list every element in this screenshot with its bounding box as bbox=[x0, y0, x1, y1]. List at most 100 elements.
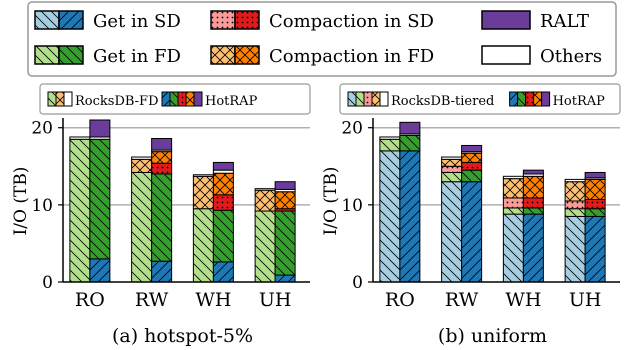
bar-segment-rocksdb-tiered-uh-comp-sd bbox=[564, 200, 586, 210]
bar-segment-rocksdb-tiered-uh-others bbox=[564, 178, 586, 183]
bar-segment-hotrap-uh-ralt bbox=[274, 181, 296, 190]
bar-segment-rocksdb-tiered-rw-get-sd bbox=[441, 181, 463, 283]
legend-swatch-light bbox=[34, 10, 60, 30]
mini-legend: RocksDB-FD HotRAP bbox=[39, 83, 311, 115]
mini-legend-swatch-ralt bbox=[193, 91, 203, 107]
bar-segment-hotrap-wh-get-fd bbox=[522, 207, 544, 215]
x-tick-label: UH bbox=[259, 289, 292, 311]
mini-legend-swatch-get_fd bbox=[169, 91, 179, 107]
bar-segment-hotrap-wh-comp-sd bbox=[522, 197, 544, 209]
mini-legend-swatch-others bbox=[379, 91, 389, 107]
y-axis-label: I/O (TB) bbox=[11, 167, 31, 236]
mini-legend-swatch-ralt bbox=[541, 91, 551, 107]
legend-swatch-dark bbox=[234, 10, 260, 30]
x-tick-label: RO bbox=[75, 289, 105, 311]
bar-segment-rocksdb-tiered-wh-get-fd bbox=[502, 207, 524, 215]
bar-segment-hotrap-rw-ralt bbox=[151, 138, 173, 151]
y-tick-label: 10 bbox=[341, 196, 363, 216]
bar-segment-rocksdb-tiered-uh-get-fd bbox=[564, 208, 586, 217]
mini-legend-swatch-get_fd bbox=[47, 91, 57, 107]
legend-swatch-dark bbox=[58, 10, 84, 30]
mini-legend-swatch-get_fd bbox=[355, 91, 365, 107]
mini-legend-swatch-comp_fd bbox=[371, 91, 381, 107]
x-tick-label: UH bbox=[569, 289, 602, 311]
legend-label: Compaction in SD bbox=[269, 11, 434, 32]
bar-segment-rocksdb-tiered-wh-comp-fd bbox=[502, 178, 524, 199]
bar-segment-hotrap-uh-get-sd bbox=[274, 274, 296, 283]
legend-swatch-dark bbox=[58, 45, 84, 65]
x-tick-label: RW bbox=[445, 289, 479, 311]
bar-segment-rocksdb-fd-rw-comp-fd bbox=[131, 158, 153, 173]
panel-hotspot: RocksDB-FD HotRAP RO RW WH UH 0 10 20 I/O (TB) (a)… bbox=[11, 83, 311, 347]
bar-segment-rocksdb-fd-wh-comp-fd bbox=[192, 175, 214, 210]
bar-segment-rocksdb-fd-wh-others bbox=[192, 174, 214, 177]
mini-legend-swatch-get_sd bbox=[509, 91, 519, 107]
y-axis-label: I/O (TB) bbox=[321, 167, 341, 236]
bar-segment-rocksdb-tiered-wh-others bbox=[502, 175, 524, 180]
bar-segment-rocksdb-tiered-rw-comp-fd bbox=[441, 158, 463, 167]
bar-segment-hotrap-rw-comp-fd bbox=[151, 151, 173, 164]
bar-segment-rocksdb-tiered-ro-others bbox=[379, 136, 401, 140]
legend-swatch-light bbox=[210, 10, 236, 30]
bar-segment-hotrap-rw-comp-sd bbox=[151, 162, 173, 175]
mini-legend-swatch-get_sd bbox=[347, 91, 357, 107]
legend-swatch-light bbox=[34, 45, 60, 65]
bar-segment-hotrap-wh-get-sd bbox=[522, 213, 544, 283]
bar-segment-hotrap-wh-ralt bbox=[522, 169, 544, 175]
legend-swatch bbox=[481, 10, 531, 30]
legend-label: Others bbox=[540, 46, 602, 67]
y-tick-label: 20 bbox=[31, 119, 53, 139]
legend-item-comp_sd: Compaction in SD bbox=[210, 10, 434, 32]
mini-legend-swatch-comp_sd bbox=[177, 91, 187, 107]
bar-segment-hotrap-rw-get-sd bbox=[151, 260, 173, 283]
bar-segment-hotrap-uh-get-sd bbox=[584, 215, 606, 283]
bar-segment-rocksdb-tiered-ro-get-sd bbox=[379, 150, 401, 283]
x-tick-label: RW bbox=[135, 289, 169, 311]
bar-segment-rocksdb-tiered-uh-get-sd bbox=[564, 215, 586, 283]
x-tick-label: RO bbox=[385, 289, 415, 311]
legend-item-get_sd: Get in SD bbox=[34, 10, 181, 32]
bar-segment-hotrap-rw-ralt bbox=[461, 144, 483, 153]
mini-legend-swatch-others bbox=[63, 91, 73, 107]
y-tick-label: 20 bbox=[341, 119, 363, 139]
legend-label: Compaction in FD bbox=[269, 46, 434, 67]
bar-segment-hotrap-rw-comp-sd bbox=[461, 161, 483, 171]
panel-caption: (a) hotspot-5% bbox=[112, 325, 253, 347]
bar-segment-rocksdb-fd-uh-others bbox=[254, 188, 276, 191]
main-legend: Get in SD Compaction in SD RALT Get in FD Co… bbox=[27, 1, 617, 77]
bar-segment-hotrap-wh-comp-sd bbox=[212, 194, 234, 211]
bar-segment-rocksdb-fd-rw-get-fd bbox=[131, 171, 153, 283]
legend-label: RALT bbox=[540, 11, 589, 32]
bar-segment-rocksdb-fd-ro-others bbox=[69, 136, 91, 140]
legend-item-ralt: RALT bbox=[481, 10, 589, 32]
bar-segment-hotrap-uh-comp-sd bbox=[584, 198, 606, 210]
bar-segment-hotrap-wh-comp-fd bbox=[212, 172, 234, 196]
legend-label: Get in FD bbox=[93, 46, 181, 67]
bar-segment-hotrap-ro-get-fd bbox=[399, 134, 421, 152]
bar-segment-rocksdb-tiered-wh-get-sd bbox=[502, 213, 524, 283]
bar-segment-hotrap-rw-comp-fd bbox=[461, 152, 483, 163]
bar-segment-hotrap-ro-get-sd bbox=[399, 150, 421, 283]
mini-legend-swatch-comp_fd bbox=[185, 91, 195, 107]
legend-swatch-dark bbox=[234, 45, 260, 65]
mini-legend-label: RocksDB-FD bbox=[75, 94, 159, 109]
x-tick-label: WH bbox=[195, 289, 231, 311]
bar-segment-rocksdb-fd-uh-comp-fd bbox=[254, 189, 276, 212]
bar-segment-rocksdb-tiered-rw-get-fd bbox=[441, 171, 463, 183]
mini-legend-label: RocksDB-tiered bbox=[391, 94, 494, 109]
y-tick-label: 10 bbox=[31, 196, 53, 216]
bar-segment-rocksdb-tiered-ro-get-fd bbox=[379, 138, 401, 152]
mini-legend-swatch-comp_fd bbox=[533, 91, 543, 107]
x-tick-label: WH bbox=[505, 289, 541, 311]
bar-segment-hotrap-wh-get-fd bbox=[212, 209, 234, 263]
bar-segment-hotrap-rw-get-fd bbox=[151, 173, 173, 262]
bar-segment-hotrap-uh-get-fd bbox=[584, 208, 606, 217]
bar-segment-rocksdb-fd-rw-others bbox=[131, 156, 153, 160]
legend-item-comp_fd: Compaction in FD bbox=[210, 45, 434, 67]
bar-segment-hotrap-rw-get-fd bbox=[461, 169, 483, 183]
bar-segment-rocksdb-fd-wh-get-fd bbox=[192, 208, 214, 283]
legend-swatch-light bbox=[210, 45, 236, 65]
bar-segment-rocksdb-tiered-rw-others bbox=[441, 156, 463, 160]
y-tick-label: 0 bbox=[42, 273, 53, 293]
